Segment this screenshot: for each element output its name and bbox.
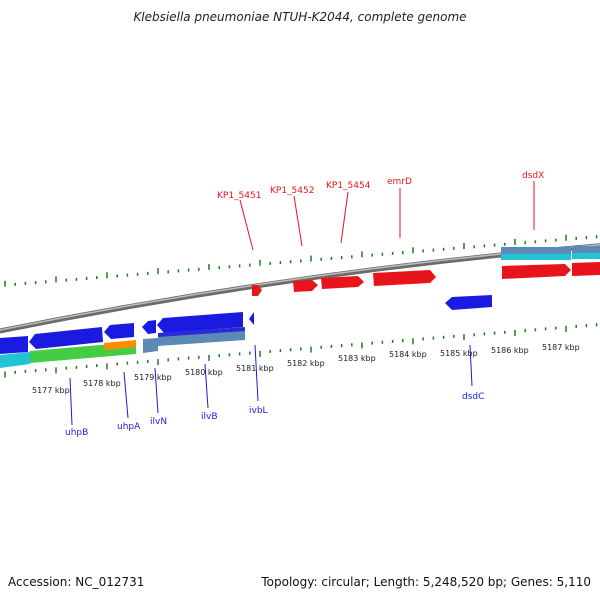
gene-KP1_5454[interactable]: [321, 276, 364, 289]
label-dsdC[interactable]: dsdC: [462, 392, 484, 402]
gene-ilvB[interactable]: [157, 312, 243, 333]
axis-label-5182: 5182 kbp: [287, 359, 325, 368]
leader-KP1_5454: [340, 191, 349, 244]
gene-emrD[interactable]: [373, 270, 436, 286]
feature-steel-strip-mid: [158, 330, 245, 346]
label-uhpA[interactable]: uhpA: [117, 422, 141, 432]
leader-ilvB: [204, 363, 209, 409]
axis-label-5178: 5178 kbp: [83, 379, 121, 388]
axis-label-5177: 5177 kbp: [32, 386, 70, 395]
gene-dsdC[interactable]: [445, 295, 492, 310]
gene-uhpB[interactable]: [0, 336, 28, 354]
leader-KP1_5452: [293, 195, 303, 247]
leader-dsdC: [469, 344, 473, 387]
gene-uhpA[interactable]: [104, 323, 134, 339]
reverse-gene-labels: uhpB uhpA ilvN ilvB ivbL dsdC: [65, 344, 484, 438]
gene-uhpB-main[interactable]: [29, 327, 103, 349]
gene-dsdX[interactable]: [502, 264, 571, 279]
feature-cyan-strip-2: [572, 253, 600, 259]
feature-blue-strip-mid: [158, 327, 245, 337]
label-KP1_5454[interactable]: KP1_5454: [326, 181, 371, 191]
feature-orange-strip: [104, 340, 136, 350]
label-dsdX[interactable]: dsdX: [522, 171, 544, 181]
feature-cyan-strip: [501, 254, 571, 260]
gene-KP1_5452[interactable]: [293, 280, 318, 292]
label-ilvN[interactable]: ilvN: [150, 417, 167, 427]
feature-steel-strip-left: [143, 338, 158, 353]
label-uhpB[interactable]: uhpB: [65, 428, 88, 438]
forward-gene-labels: KP1_5451 KP1_5452 KP1_5454 emrD dsdX: [217, 171, 544, 251]
axis-label-5181: 5181 kbp: [236, 364, 274, 373]
axis-label-5187: 5187 kbp: [542, 343, 580, 352]
leader-uhpB: [69, 377, 73, 426]
leader-KP1_5451: [239, 199, 254, 251]
label-KP1_5452[interactable]: KP1_5452: [270, 186, 314, 196]
axis-label-5184: 5184 kbp: [389, 350, 427, 359]
gene-ilvN[interactable]: [142, 320, 156, 334]
label-ilvB[interactable]: ilvB: [201, 412, 218, 422]
gene-KP1_5451[interactable]: [252, 285, 262, 296]
gene-dsdX-next[interactable]: [572, 262, 600, 276]
axis-label-5185: 5185 kbp: [440, 349, 478, 358]
gene-ivbL[interactable]: [249, 312, 254, 325]
axis-labels: 5177 kbp 5178 kbp 5179 kbp 5180 kbp 5181…: [32, 343, 580, 395]
feature-steel-strip-2: [572, 246, 600, 253]
feature-cyan-strip-left: [0, 352, 30, 368]
leader-ivbL: [254, 344, 259, 402]
genome-title: Klebsiella pneumoniae NTUH-K2044, comple…: [133, 10, 467, 24]
lower-tick-row: [4, 323, 598, 378]
feature-steel-strip: [501, 247, 571, 254]
topology-text: Topology: circular; Length: 5,248,520 bp…: [261, 575, 591, 589]
axis-label-5183: 5183 kbp: [338, 354, 376, 363]
upper-tick-row: [4, 234, 598, 287]
label-emrD[interactable]: emrD: [387, 177, 412, 187]
axis-label-5180: 5180 kbp: [185, 368, 223, 377]
label-ivbL[interactable]: ivbL: [249, 406, 268, 416]
axis-label-5186: 5186 kbp: [491, 346, 529, 355]
accession-text: Accession: NC_012731: [8, 575, 145, 589]
forward-genes: [252, 246, 600, 296]
leader-ilvN: [154, 367, 159, 414]
reverse-genes: [0, 295, 492, 368]
label-KP1_5451[interactable]: KP1_5451: [217, 191, 261, 201]
axis-label-5179: 5179 kbp: [134, 373, 172, 382]
leader-uhpA: [123, 371, 129, 419]
